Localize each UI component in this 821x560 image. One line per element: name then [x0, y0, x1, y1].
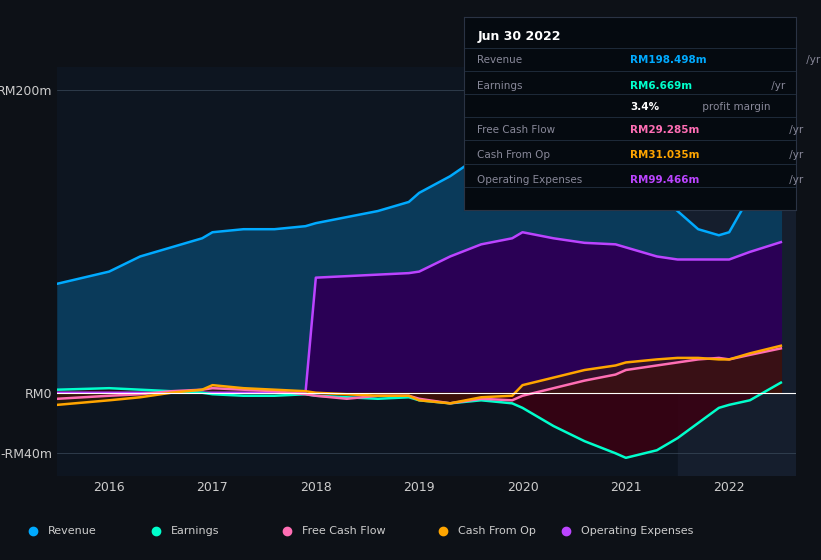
Text: RM198.498m: RM198.498m [631, 55, 707, 66]
Text: profit margin: profit margin [699, 102, 771, 112]
Text: RM29.285m: RM29.285m [631, 125, 699, 135]
Text: Revenue: Revenue [48, 526, 96, 536]
Text: Free Cash Flow: Free Cash Flow [477, 125, 555, 135]
Text: Jun 30 2022: Jun 30 2022 [477, 30, 561, 43]
Text: RM6.669m: RM6.669m [631, 81, 692, 91]
Text: Revenue: Revenue [477, 55, 522, 66]
Text: RM99.466m: RM99.466m [631, 175, 699, 185]
Text: Earnings: Earnings [477, 81, 523, 91]
Text: Cash From Op: Cash From Op [458, 526, 536, 536]
Text: Operating Expenses: Operating Expenses [581, 526, 694, 536]
Bar [677, 67, 796, 476]
Text: /yr: /yr [786, 125, 803, 135]
Text: /yr: /yr [786, 150, 803, 160]
Text: Free Cash Flow: Free Cash Flow [302, 526, 386, 536]
Text: RM31.035m: RM31.035m [631, 150, 699, 160]
Text: /yr: /yr [768, 81, 786, 91]
Text: 3.4%: 3.4% [631, 102, 659, 112]
Text: /yr: /yr [803, 55, 820, 66]
Text: Earnings: Earnings [171, 526, 219, 536]
Text: /yr: /yr [786, 175, 803, 185]
Text: Operating Expenses: Operating Expenses [477, 175, 582, 185]
Text: Cash From Op: Cash From Op [477, 150, 550, 160]
